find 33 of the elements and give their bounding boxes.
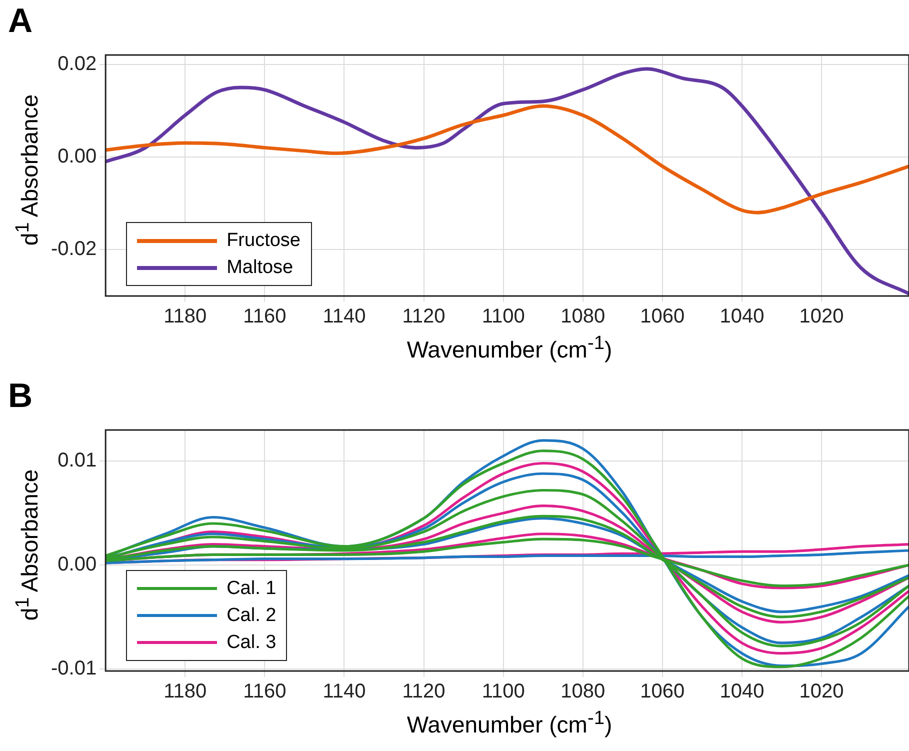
x-tick-label: 1100 (482, 680, 525, 703)
x-tick-label: 1080 (560, 306, 606, 328)
x-tick-label: 1040 (720, 680, 764, 703)
x-tick-label: 1120 (402, 680, 446, 703)
y-tick-label: 0.02 (58, 52, 97, 75)
legend-label: Cal. 1 (226, 578, 276, 600)
x-tick-label: 1100 (482, 306, 525, 328)
x-tick-label: 1080 (560, 680, 606, 703)
y-tick-label: -0.02 (50, 238, 97, 260)
x-tick-label: 1020 (799, 680, 844, 703)
x-tick-label: 1120 (402, 306, 446, 328)
x-tick-label: 1140 (322, 680, 366, 703)
x-tick-label: 1020 (799, 306, 844, 328)
legend-label: Cal. 2 (226, 604, 276, 626)
x-tick-label: 1060 (640, 306, 685, 328)
y-tick-label: 0.01 (58, 450, 97, 472)
x-tick-label: 1180 (164, 680, 207, 703)
x-tick-label: 1180 (164, 306, 207, 328)
legend-label: Maltose (226, 256, 294, 278)
legend-label: Cal. 3 (226, 632, 276, 654)
x-tick-label: 1160 (243, 680, 286, 703)
y-tick-label: 0.00 (58, 145, 97, 168)
legend-label: Fructose (226, 230, 300, 252)
x-tick-label: 1040 (720, 306, 764, 328)
chart-title: B (8, 377, 33, 416)
chart-title: A (8, 2, 33, 41)
x-tick-label: 1140 (322, 306, 366, 328)
y-tick-label: 0.00 (58, 554, 97, 576)
x-axis-title: Wavenumber (cm$^{-1}$) (406, 708, 614, 739)
y-tick-label: -0.01 (50, 657, 97, 680)
x-tick-label: 1060 (640, 680, 685, 703)
x-tick-label: 1160 (243, 306, 286, 328)
x-axis-title: Wavenumber (cm$^{-1}$) (406, 333, 614, 364)
